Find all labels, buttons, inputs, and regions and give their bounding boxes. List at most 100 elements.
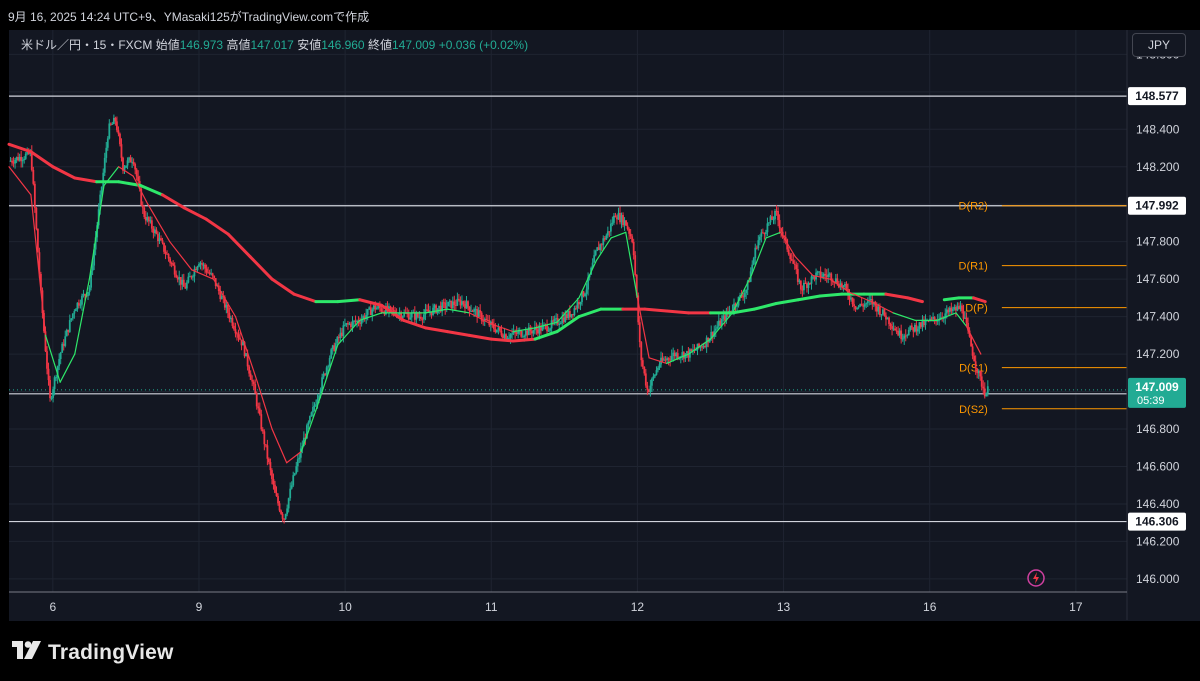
candle-body	[641, 360, 644, 367]
candle-body	[146, 217, 149, 221]
candle-body	[781, 231, 784, 237]
candle-body	[337, 337, 340, 339]
candle-body	[970, 336, 972, 347]
candle-body	[365, 314, 368, 320]
candle-body	[775, 210, 778, 212]
candle-body	[974, 361, 977, 369]
open-value: 146.973	[179, 38, 224, 52]
candle-body	[578, 301, 580, 305]
candle-body	[106, 138, 109, 148]
candle-body	[758, 236, 761, 241]
candle-body	[521, 336, 524, 338]
candle-body	[261, 429, 264, 432]
candle-body	[591, 262, 594, 268]
candle-body	[353, 320, 355, 322]
candle-body	[819, 271, 822, 278]
chart-pane[interactable]	[9, 30, 1200, 621]
candle-body	[116, 121, 118, 131]
candle-body	[205, 268, 208, 273]
candle-body	[628, 228, 631, 234]
candle-body	[964, 317, 966, 319]
candle-body	[549, 328, 551, 331]
candle-body	[558, 323, 561, 325]
candle-body	[605, 235, 608, 240]
ma-slow-segment	[730, 307, 756, 315]
candle-body	[122, 157, 124, 171]
close-value: 147.009	[391, 38, 436, 52]
ma-fast-segment	[300, 409, 317, 453]
candle-body	[193, 268, 196, 277]
candle-body	[953, 307, 956, 310]
tradingview-brand[interactable]: TradingView	[12, 641, 174, 665]
candle-body	[623, 220, 626, 226]
candle-body	[233, 325, 235, 330]
ma-slow-segment	[774, 298, 800, 306]
candle-body	[647, 389, 650, 392]
high-value: 147.017	[250, 38, 294, 52]
candle-body	[515, 332, 518, 334]
candle-body	[813, 276, 816, 280]
candle-body	[149, 220, 152, 222]
candle-body	[18, 156, 21, 161]
candle-body	[629, 233, 632, 237]
candle-body	[351, 321, 354, 328]
candle-body	[33, 183, 36, 208]
candle-body	[976, 368, 979, 374]
candle-body	[763, 232, 766, 235]
candle-body	[67, 329, 70, 332]
candle-body	[830, 273, 833, 281]
candle-body	[860, 303, 863, 306]
candle-body	[377, 305, 380, 308]
candle-body	[55, 377, 58, 379]
ma-fast-segment	[256, 381, 273, 430]
ma-slow-segment	[577, 307, 603, 319]
candle-body	[439, 305, 442, 312]
candle-body	[94, 237, 97, 250]
candle-body	[760, 232, 763, 237]
candle-body	[658, 364, 661, 368]
candle-body	[380, 308, 383, 312]
candle-body	[793, 263, 796, 265]
candle-body	[748, 281, 751, 283]
candle-body	[816, 271, 819, 273]
candle-body	[508, 337, 510, 339]
ma-fast-segment	[103, 166, 120, 187]
candle-body	[900, 330, 903, 340]
candle-body	[730, 310, 732, 312]
symbol-name[interactable]: 米ドル／円・15・FXCM	[21, 38, 153, 52]
alert-icon[interactable]	[1027, 569, 1045, 587]
candle-body	[654, 374, 656, 377]
candle-body	[755, 247, 758, 249]
candle-body	[461, 301, 463, 306]
ma-fast-segment	[765, 231, 782, 239]
candle-body	[299, 448, 302, 458]
candle-body	[64, 336, 67, 346]
candle-body	[196, 266, 199, 271]
candle-body	[812, 276, 814, 278]
candle-body	[485, 318, 488, 320]
candle-body	[614, 215, 617, 218]
candle-body	[661, 357, 664, 361]
ma-slow-segment	[226, 232, 252, 259]
ma-fast-segment	[132, 175, 149, 205]
currency-button[interactable]: JPY	[1132, 33, 1186, 57]
ma-fast-segment	[636, 297, 650, 359]
candle-body	[152, 228, 155, 234]
price-tick-label: 148.400	[1136, 122, 1180, 136]
candle-body	[649, 385, 652, 392]
candle-body	[172, 263, 175, 266]
candle-body	[733, 303, 735, 311]
ma-fast-segment	[731, 274, 753, 314]
candle-body	[52, 389, 54, 398]
candle-body	[368, 307, 371, 310]
candle-body	[321, 377, 323, 390]
ma-slow-segment	[752, 302, 778, 311]
candle-body	[47, 368, 50, 381]
candle-body	[371, 309, 374, 316]
candle-body	[616, 217, 618, 220]
ma-slow-segment	[533, 330, 559, 341]
time-tick-label: 13	[777, 600, 791, 614]
time-axis: 6 9 10 11 12 13 16 17	[9, 591, 1127, 614]
candle-body	[495, 329, 498, 333]
